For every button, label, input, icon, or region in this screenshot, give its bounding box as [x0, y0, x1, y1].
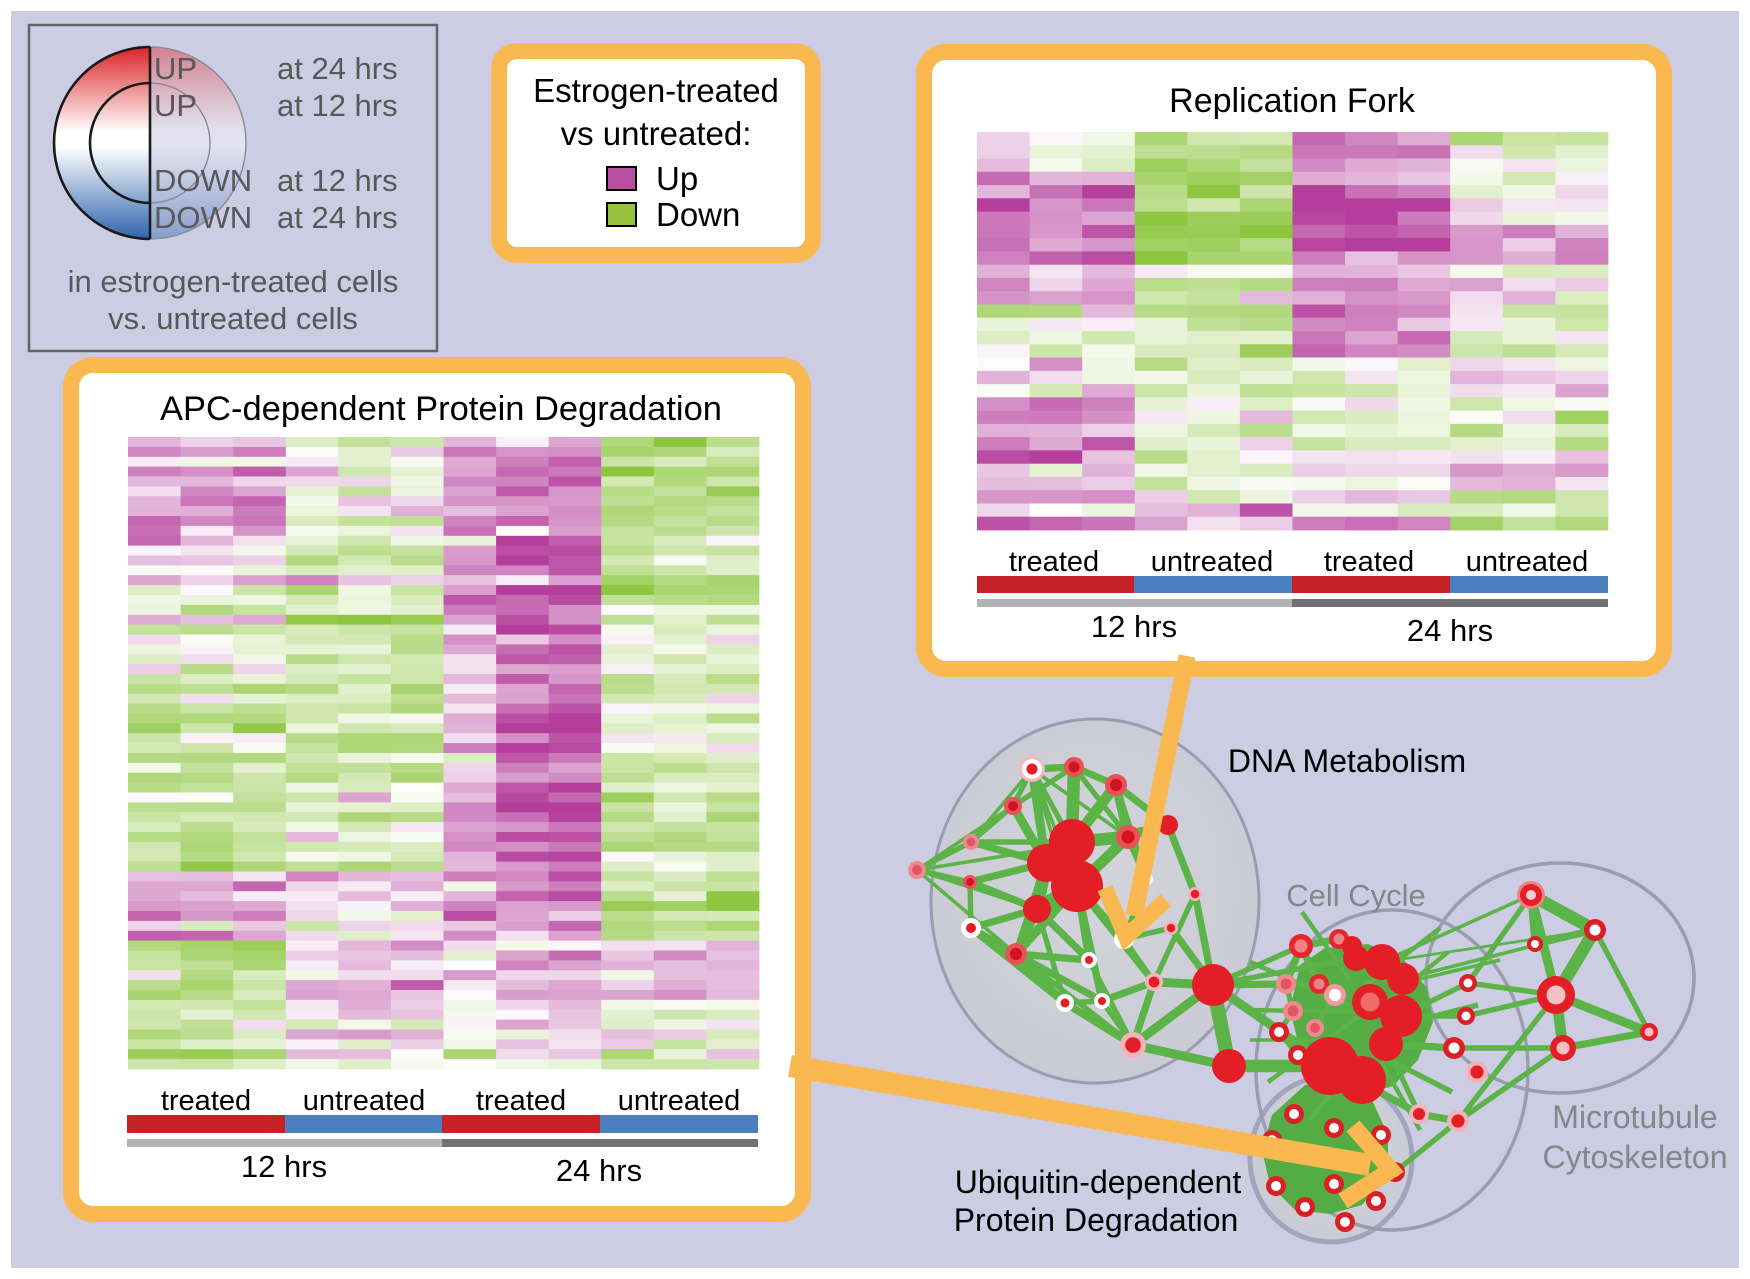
svg-text:vs. untreated cells: vs. untreated cells — [108, 301, 358, 336]
svg-text:DOWN: DOWN — [154, 200, 252, 235]
svg-text:Down: Down — [656, 196, 740, 233]
svg-text:Estrogen-treated: Estrogen-treated — [533, 72, 779, 109]
svg-text:Up: Up — [656, 160, 698, 197]
svg-text:treated: treated — [1324, 546, 1414, 578]
svg-text:in estrogen-treated cells: in estrogen-treated cells — [68, 264, 399, 299]
svg-text:Ubiquitin-dependent: Ubiquitin-dependent — [955, 1164, 1242, 1200]
svg-text:at 12 hrs: at 12 hrs — [277, 163, 398, 198]
svg-text:at 12 hrs: at 12 hrs — [277, 88, 398, 123]
svg-text:at 24 hrs: at 24 hrs — [277, 200, 398, 235]
svg-text:Cytoskeleton: Cytoskeleton — [1543, 1139, 1728, 1175]
svg-text:vs untreated:: vs untreated: — [561, 115, 752, 152]
svg-text:12 hrs: 12 hrs — [241, 1149, 327, 1184]
svg-text:24 hrs: 24 hrs — [556, 1153, 642, 1188]
svg-text:Protein Degradation: Protein Degradation — [954, 1202, 1239, 1238]
svg-text:Microtubule: Microtubule — [1552, 1099, 1717, 1135]
svg-text:APC-dependent Protein Degradat: APC-dependent Protein Degradation — [160, 390, 722, 428]
svg-text:treated: treated — [476, 1085, 566, 1117]
svg-text:Replication Fork: Replication Fork — [1169, 82, 1416, 120]
svg-text:24 hrs: 24 hrs — [1407, 613, 1493, 648]
svg-text:at 24 hrs: at 24 hrs — [277, 51, 398, 86]
svg-text:untreated: untreated — [618, 1085, 741, 1117]
svg-text:12 hrs: 12 hrs — [1091, 609, 1177, 644]
svg-text:UP: UP — [154, 51, 197, 86]
svg-text:DNA Metabolism: DNA Metabolism — [1228, 743, 1466, 779]
svg-text:untreated: untreated — [1466, 546, 1589, 578]
svg-text:treated: treated — [1009, 546, 1099, 578]
svg-text:UP: UP — [154, 88, 197, 123]
svg-text:untreated: untreated — [303, 1085, 426, 1117]
svg-text:treated: treated — [161, 1085, 251, 1117]
svg-text:Cell Cycle: Cell Cycle — [1286, 878, 1426, 913]
svg-text:DOWN: DOWN — [154, 163, 252, 198]
svg-text:untreated: untreated — [1151, 546, 1274, 578]
